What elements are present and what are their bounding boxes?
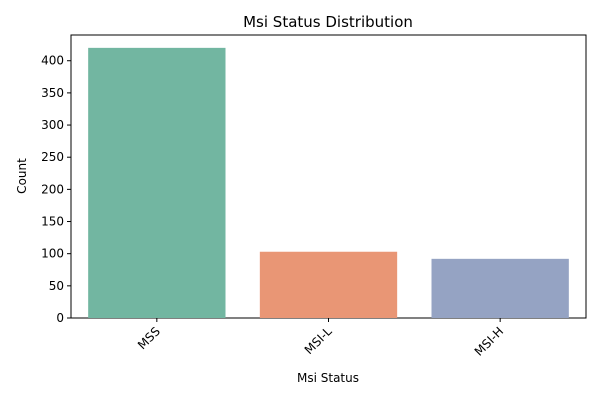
y-tick-label: 50 — [49, 279, 64, 293]
bar-msi-h — [431, 258, 569, 318]
y-tick-label: 300 — [41, 118, 64, 132]
plot-area — [70, 34, 587, 319]
x-axis: MSS MSI-L MSI-H — [135, 318, 506, 359]
x-tick-label: MSI-L — [302, 324, 335, 357]
x-tick-label: MSI-H — [472, 324, 507, 359]
y-axis: 0 50 100 150 200 250 300 350 400 — [41, 54, 71, 325]
y-tick-label: 350 — [41, 86, 64, 100]
chart-title: Msi Status Distribution — [243, 13, 413, 31]
y-tick-label: 100 — [41, 247, 64, 261]
y-tick-label: 200 — [41, 182, 64, 196]
bars-group — [88, 47, 569, 319]
bar-msi-l — [259, 251, 398, 318]
bar-mss — [88, 47, 226, 319]
y-tick-label: 400 — [41, 54, 64, 68]
x-tick-label: MSS — [135, 324, 163, 352]
y-tick-label: 0 — [56, 311, 64, 325]
x-axis-label: Msi Status — [297, 371, 359, 385]
y-axis-label: Count — [15, 158, 29, 194]
y-tick-label: 150 — [41, 215, 64, 229]
y-tick-label: 250 — [41, 150, 64, 164]
